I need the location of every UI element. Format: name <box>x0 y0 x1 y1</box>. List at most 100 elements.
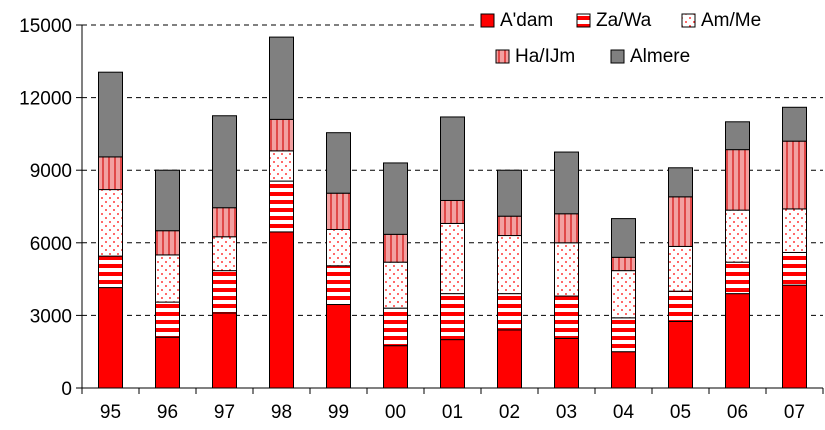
bar-segment-am-me <box>440 222 465 295</box>
bar-segment-almere <box>212 115 237 209</box>
bar-segment-za-wa <box>155 301 180 338</box>
bar-segment-ha-ijm <box>611 256 636 272</box>
bar-segment-almere <box>611 218 636 258</box>
legend-swatch-za-wa <box>576 13 591 28</box>
bar-segment-almere <box>554 151 579 215</box>
legend-label-am-me: Am/Me <box>701 10 761 31</box>
bar-segment-a-dam <box>497 329 522 389</box>
bar-segment-almere <box>668 167 693 198</box>
bar-segment-za-wa <box>98 255 123 289</box>
legend-swatch-ha-ijm <box>495 49 510 64</box>
bars <box>98 36 807 389</box>
y-tick-label: 3000 <box>30 306 72 327</box>
bar-segment-a-dam <box>269 231 294 389</box>
bar-segment-ha-ijm <box>155 230 180 256</box>
x-tick-label: 07 <box>784 402 805 423</box>
bar-segment-am-me <box>668 245 693 292</box>
legend-background <box>474 8 824 74</box>
y-tick-label: 9000 <box>30 161 72 182</box>
x-tick-label: 02 <box>499 402 520 423</box>
bar-segment-a-dam <box>668 320 693 389</box>
bar-segment-am-me <box>269 150 294 182</box>
y-tick-label: 0 <box>61 379 72 400</box>
x-tick-label: 04 <box>613 402 635 423</box>
bar-segment-ha-ijm <box>383 233 408 263</box>
y-tick-label: 15000 <box>19 16 72 37</box>
bar-segment-almere <box>440 116 465 201</box>
bar-segment-za-wa <box>269 180 294 233</box>
x-tick-label: 99 <box>328 402 349 423</box>
bar-segment-almere <box>326 132 351 194</box>
y-tick-label: 6000 <box>30 234 72 255</box>
bar-segment-a-dam <box>326 304 351 389</box>
legend-label-ha-ijm: Ha/IJm <box>515 46 575 67</box>
bar-segment-ha-ijm <box>725 149 750 211</box>
bar-segment-almere <box>383 162 408 235</box>
legend-label-almere: Almere <box>630 46 690 67</box>
bar-segment-a-dam <box>554 337 579 389</box>
bar-segment-ha-ijm <box>98 156 123 191</box>
bar-segment-a-dam <box>725 293 750 389</box>
bar-segment-am-me <box>497 235 522 295</box>
bar-segment-am-me <box>98 189 123 257</box>
bar-segment-a-dam <box>383 345 408 389</box>
x-tick-label: 06 <box>727 402 748 423</box>
bar-segment-am-me <box>554 242 579 297</box>
bar-segment-ha-ijm <box>497 215 522 237</box>
bar-segment-za-wa <box>668 290 693 322</box>
x-tick-label: 05 <box>670 402 691 423</box>
bar-segment-ha-ijm <box>440 199 465 224</box>
bar-segment-ha-ijm <box>554 213 579 244</box>
bar-segment-a-dam <box>440 339 465 389</box>
bar-segment-ha-ijm <box>212 207 237 238</box>
x-tick-label: 97 <box>214 402 235 423</box>
x-axis-tick-labels: 95 96 97 98 99 00 01 02 03 04 05 06 07 <box>100 402 805 423</box>
bar-segment-a-dam <box>611 351 636 389</box>
bar-segment-za-wa <box>611 317 636 353</box>
bar-segment-almere <box>725 121 750 151</box>
legend-swatch-a-dam <box>480 13 495 28</box>
bar-segment-za-wa <box>383 307 408 347</box>
bar-segment-za-wa <box>326 265 351 306</box>
bar-segment-ha-ijm <box>326 192 351 230</box>
y-tick-label: 12000 <box>19 89 72 110</box>
bar-segment-za-wa <box>554 295 579 339</box>
x-tick-label: 03 <box>556 402 577 423</box>
bar-segment-za-wa <box>725 261 750 295</box>
bar-segment-a-dam <box>155 336 180 389</box>
bar-segment-almere <box>269 36 294 120</box>
bar-segment-am-me <box>725 209 750 263</box>
bar-segment-am-me <box>212 236 237 272</box>
x-tick-label: 98 <box>271 402 292 423</box>
bar-segment-almere <box>497 169 522 217</box>
bar-segment-am-me <box>611 270 636 319</box>
bar-segment-almere <box>98 71 123 158</box>
bar-segment-ha-ijm <box>782 140 807 210</box>
bar-segment-am-me <box>326 228 351 267</box>
legend: A'dam Za/Wa Am/Me Ha/IJm Almere <box>474 8 824 74</box>
legend-swatch-almere <box>610 49 625 64</box>
bar-segment-za-wa <box>212 270 237 314</box>
x-tick-label: 00 <box>385 402 406 423</box>
x-tick-label: 01 <box>442 402 463 423</box>
legend-label-za-wa: Za/Wa <box>596 10 652 31</box>
bar-segment-za-wa <box>497 293 522 331</box>
x-tick-label: 95 <box>100 402 121 423</box>
legend-swatch-am-me <box>681 13 696 28</box>
bar-segment-am-me <box>383 261 408 309</box>
x-tick-label: 96 <box>157 402 178 423</box>
bar-segment-am-me <box>155 254 180 303</box>
bar-segment-a-dam <box>212 312 237 389</box>
bar-segment-ha-ijm <box>269 118 294 152</box>
bar-segment-almere <box>782 106 807 142</box>
y-axis-tick-labels: 0 3000 6000 9000 12000 15000 <box>19 16 72 400</box>
legend-label-a-dam: A'dam <box>500 10 553 31</box>
bar-segment-am-me <box>782 208 807 253</box>
bar-segment-almere <box>155 169 180 232</box>
bar-segment-a-dam <box>98 287 123 389</box>
bar-segment-za-wa <box>440 293 465 341</box>
bar-segment-a-dam <box>782 284 807 389</box>
bar-segment-za-wa <box>782 251 807 286</box>
bar-segment-ha-ijm <box>668 196 693 247</box>
